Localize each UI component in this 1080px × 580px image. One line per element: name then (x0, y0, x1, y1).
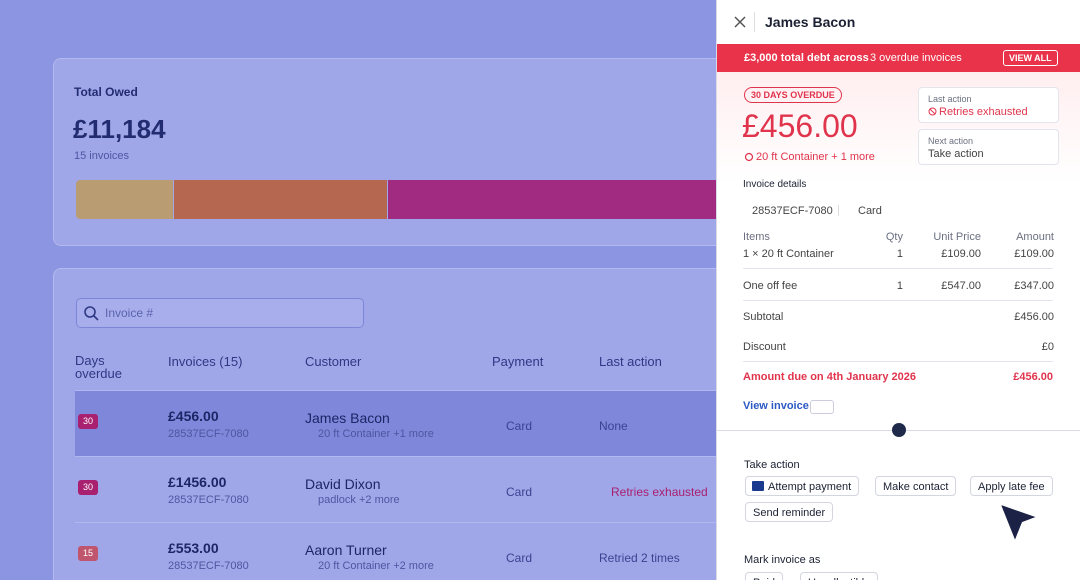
banner-invoices: 3 overdue invoices (870, 52, 962, 64)
invoice-row[interactable]: 30 £456.00 28537ECF-7080 James Bacon 20 ft C… (75, 390, 735, 457)
invoice-id: 28537ECF-7080 (168, 428, 249, 440)
payment-method: Card (858, 205, 882, 217)
payment-method: Card (506, 419, 533, 433)
summary-title: Total Owed (74, 85, 138, 99)
bar-segment (76, 180, 173, 219)
table-header: Items (743, 231, 770, 243)
more-button[interactable] (810, 400, 834, 414)
last-action: Retried 2 times (599, 551, 680, 565)
invoice-amount: £553.00 (168, 540, 219, 556)
summary-card: Total Owed £11,184 15 invoices (53, 58, 755, 246)
blocked-icon (928, 107, 937, 116)
invoice-items: 20 ft Container + 1 more (756, 151, 875, 163)
summary-subtitle: 15 invoices (74, 150, 130, 162)
action-button[interactable]: Send reminder (745, 502, 834, 522)
mark-button[interactable]: Uncollectible (800, 572, 879, 580)
collapse-button[interactable] (892, 423, 906, 437)
line-item-cell: £109.00 (941, 248, 981, 260)
view-all-button[interactable]: VIEW ALL (1003, 50, 1058, 66)
mark-as-title: Mark invoice as (744, 554, 821, 566)
table-header: Amount (1016, 231, 1054, 243)
last-action: None (599, 419, 628, 433)
action-button[interactable]: Apply late fee (970, 476, 1053, 496)
total-value: £0 (1041, 341, 1054, 353)
customer-items: 20 ft Container +2 more (318, 560, 434, 572)
customer-items: 20 ft Container +1 more (318, 428, 434, 440)
bar-segment (387, 180, 748, 219)
search-placeholder: Invoice # (105, 306, 154, 320)
next-action-box: Next action Take action (918, 129, 1059, 165)
customer-name: James Bacon (305, 410, 390, 426)
invoice-id: 28537ECF-7080 (168, 560, 249, 572)
line-item-cell: 1 (896, 248, 903, 260)
last-action-box: Last action Retries exhausted (918, 87, 1059, 123)
divider (743, 361, 1053, 362)
invoice-row[interactable]: 15 £553.00 28537ECF-7080 Aaron Turner 20 ft … (75, 522, 735, 580)
divider (743, 268, 1053, 269)
last-action-label: Last action (928, 94, 972, 104)
total-label: Subtotal (743, 311, 784, 323)
invoice-amount: £456.00 (168, 408, 219, 424)
line-item-cell: £109.00 (1014, 248, 1054, 260)
take-action-title: Take action (744, 459, 800, 471)
invoice-row[interactable]: 30 £1456.00 28537ECF-7080 David Dixon padloc… (75, 456, 735, 523)
side-panel: James Bacon £3,000 total debt across 3 o… (716, 0, 1080, 580)
recurring-icon (744, 152, 754, 162)
payment-method: Card (506, 551, 533, 565)
card-icon (752, 481, 764, 491)
column-header: Last action (599, 354, 662, 369)
mark-button[interactable]: Paid (745, 572, 784, 580)
invoice-id: 28537ECF-7080 (168, 494, 249, 506)
invoice-id: 28537ECF-7080 (752, 205, 833, 217)
divider (743, 300, 1053, 301)
payment-method: Card (506, 485, 533, 499)
banner-debt: £3,000 total debt across (744, 52, 869, 64)
divider (754, 12, 755, 32)
column-header: Days overdue (75, 353, 122, 381)
customer-name: Aaron Turner (305, 542, 387, 558)
search-box[interactable]: Invoice # (76, 298, 364, 328)
customer-name: David Dixon (305, 476, 381, 492)
summary-amount: £11,184 (73, 114, 166, 144)
details-toggle[interactable]: Invoice details (743, 179, 807, 190)
line-item-cell: £547.00 (941, 280, 981, 292)
next-action-label: Next action (928, 136, 974, 146)
divider (838, 205, 839, 216)
invoice-amount: £1456.00 (168, 474, 227, 490)
next-action-value: Take action (928, 148, 984, 160)
column-header: Payment (492, 354, 544, 369)
line-item-cell: 1 (896, 280, 903, 292)
invoice-amount: £456.00 (742, 108, 858, 144)
line-item-cell: 1 × 20 ft Container (743, 248, 834, 260)
search-icon (84, 306, 99, 321)
total-value: £456.00 (1014, 311, 1054, 323)
table-header: Unit Price (933, 231, 981, 243)
customer-items: padlock +2 more (318, 494, 400, 506)
last-action: Retries exhausted (611, 485, 708, 499)
total-label: Discount (743, 341, 786, 353)
line-item-cell: £347.00 (1014, 280, 1054, 292)
days-badge: 15 (78, 546, 98, 561)
view-invoice-link[interactable]: View invoice (743, 400, 809, 412)
table-header: Qty (885, 231, 903, 243)
close-button[interactable] (734, 16, 746, 28)
amount-due-label: Amount due on 4th January 2026 (743, 371, 916, 383)
overdue-badge: 30 DAYS OVERDUE (744, 87, 842, 103)
column-header: Customer (305, 354, 362, 369)
amount-due-value: £456.00 (1013, 371, 1053, 383)
days-badge: 30 (78, 480, 98, 495)
bar-segment (173, 180, 387, 219)
customer-name: James Bacon (765, 14, 856, 30)
days-badge: 30 (78, 414, 98, 429)
cursor (997, 501, 1041, 545)
column-header: Invoices (15) (168, 354, 243, 369)
action-button[interactable]: Make contact (875, 476, 957, 496)
line-item-cell: One off fee (743, 280, 798, 292)
action-button[interactable]: Attempt payment (745, 476, 860, 496)
last-action-value: Retries exhausted (939, 106, 1028, 118)
debt-banner: £3,000 total debt across 3 overdue invoi… (717, 44, 1080, 72)
